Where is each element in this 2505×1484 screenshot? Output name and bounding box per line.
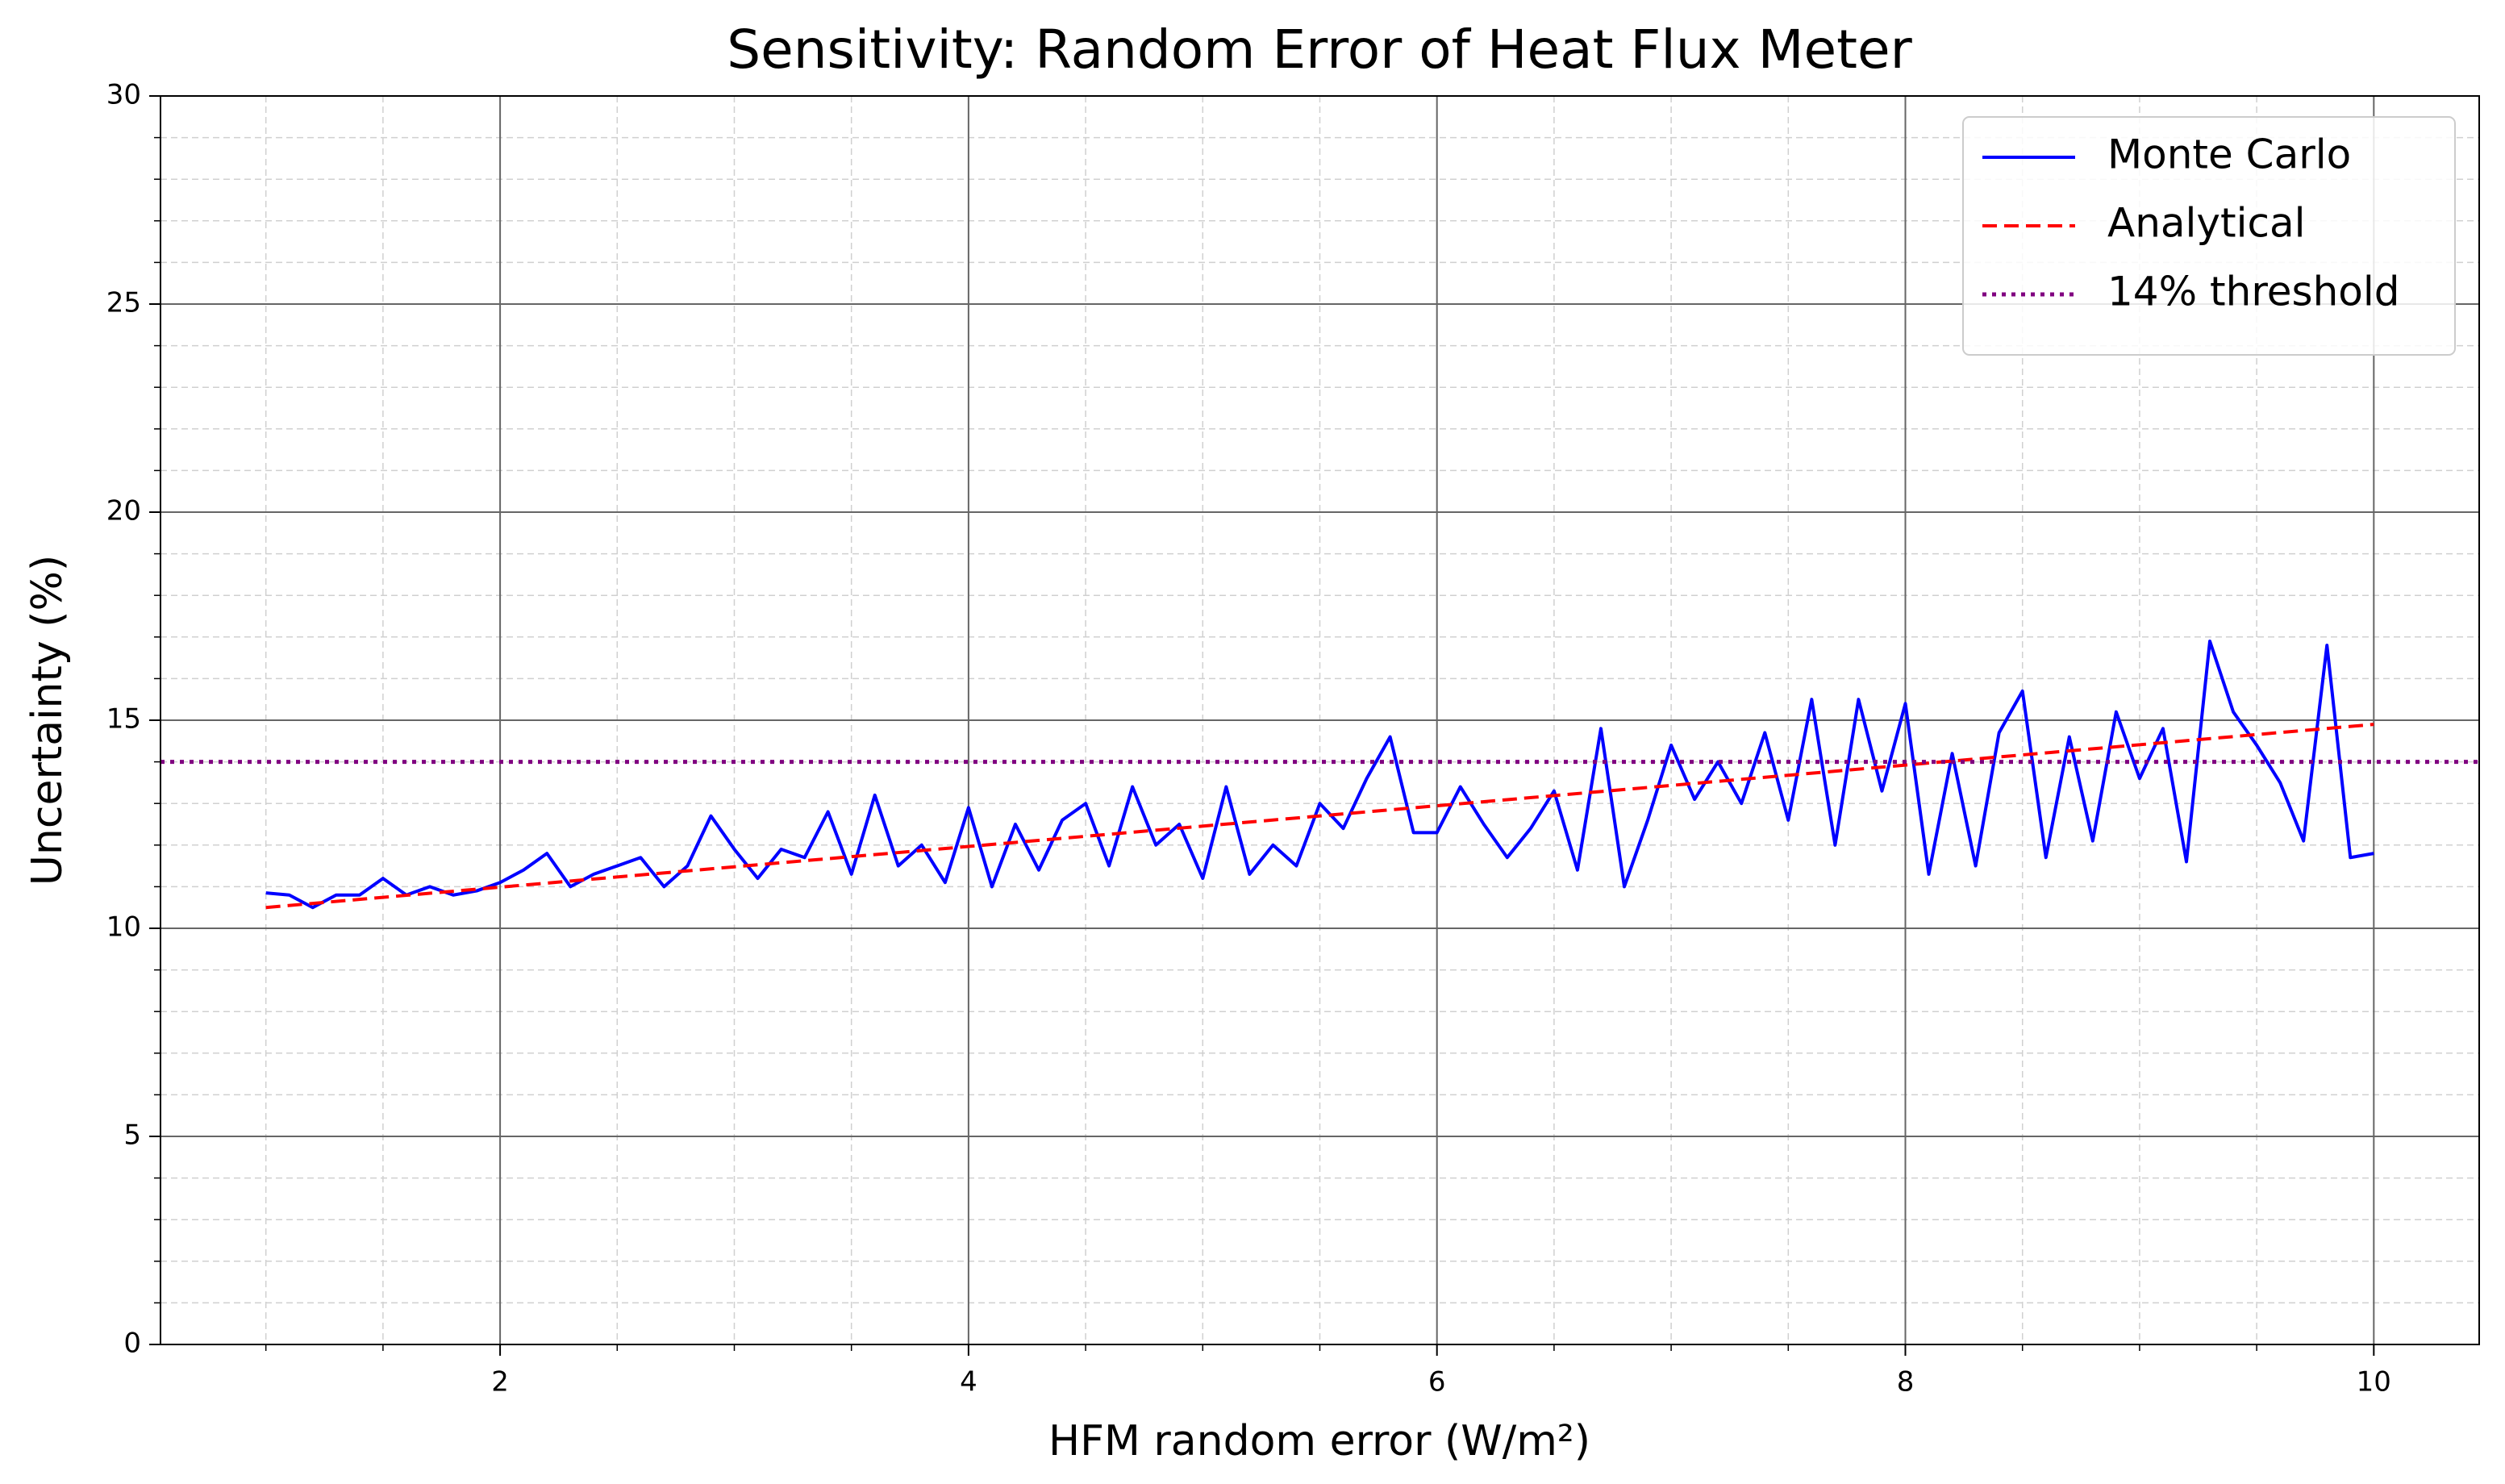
x-tick-label: 4: [960, 1366, 977, 1399]
y-tick-label: 10: [106, 911, 141, 944]
chart-title: Sensitivity: Random Error of Heat Flux M…: [727, 19, 1912, 81]
y-tick-label: 0: [123, 1328, 141, 1360]
line-series: [265, 723, 2374, 910]
x-tick-label: 8: [1897, 1366, 1915, 1399]
y-tick-label: 25: [106, 287, 141, 319]
legend-box: [1962, 116, 2456, 356]
y-tick-label: 5: [123, 1119, 141, 1152]
marks: [160, 639, 2479, 910]
grid: [160, 95, 2479, 1345]
x-tick-label: 6: [1428, 1366, 1446, 1399]
x-axis-label: HFM random error (W/m²): [1048, 1417, 1590, 1465]
y-tick-label: 30: [106, 79, 141, 111]
legend-label: Analytical: [2107, 200, 2306, 247]
legend: Monte Carlo Analytical 14% threshold: [1962, 116, 2456, 356]
x-tick-label: 10: [2357, 1366, 2391, 1399]
legend-label: Monte Carlo: [2107, 131, 2351, 178]
y-tick-label: 20: [106, 495, 141, 527]
line-series: [265, 639, 2374, 910]
legend-label: 14% threshold: [2107, 269, 2400, 315]
y-tick-label: 15: [106, 703, 141, 736]
x-tick-label: 2: [491, 1366, 509, 1399]
y-axis-label: Uncertainty (%): [23, 555, 72, 886]
axes: 2 4 6 8 10 0 5 10 15 20 25 30: [106, 79, 2391, 1399]
